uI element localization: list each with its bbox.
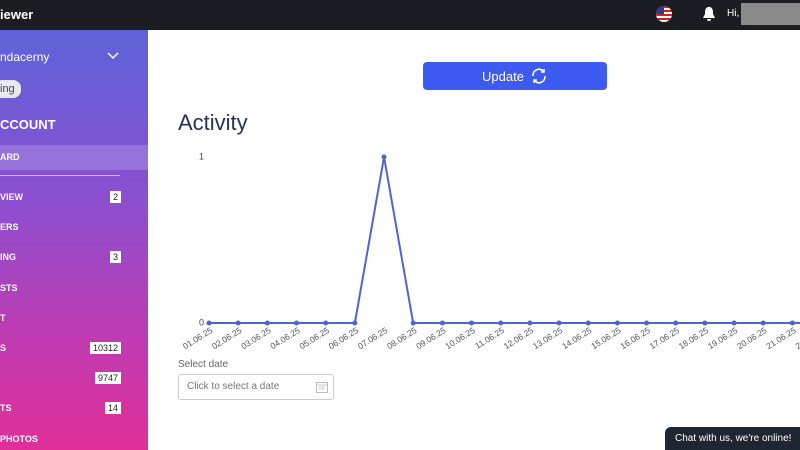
point xyxy=(410,320,416,326)
pill[interactable]: ing xyxy=(0,80,21,98)
divider xyxy=(0,175,120,176)
x-tick-label: 19.06.25 xyxy=(706,325,740,351)
y-tick-label: 0 xyxy=(199,317,204,327)
point xyxy=(644,320,650,326)
x-tick-label: 07.06.25 xyxy=(356,325,390,351)
nav-item[interactable]: STS xyxy=(0,282,18,293)
x-tick-label: 09.06.25 xyxy=(414,325,448,351)
redacted-name xyxy=(741,3,800,25)
date-input[interactable]: Click to select a date xyxy=(178,374,334,400)
calendar-icon xyxy=(316,382,328,393)
chat-label: Chat with us, we're online! xyxy=(675,433,792,444)
point xyxy=(702,320,708,326)
x-tick-label: 13.06.25 xyxy=(531,325,565,351)
nav-item[interactable]: PHOTOS xyxy=(0,433,38,444)
y-tick-label: 1 xyxy=(199,151,204,161)
point xyxy=(264,320,270,326)
chat-widget[interactable]: Chat with us, we're online! xyxy=(665,427,800,450)
point xyxy=(469,320,475,326)
x-tick-label: 06.06.25 xyxy=(327,325,361,351)
x-tick-label: 08.06.25 xyxy=(385,325,419,351)
sidebar: ndacerny ing CCOUNT ARD VIEW 2 ERS ING 3 STS T… xyxy=(0,30,148,450)
point xyxy=(498,320,504,326)
x-tick-label: 10.06.25 xyxy=(443,325,477,351)
nav-item[interactable]: ING xyxy=(0,252,17,263)
top-bar: iewer Hi, xyxy=(0,0,800,30)
x-tick-label: 05.06.25 xyxy=(298,325,332,351)
nav-item[interactable]: TS xyxy=(0,403,12,414)
point xyxy=(352,320,358,326)
x-tick-label: 16.06.25 xyxy=(618,325,652,351)
point xyxy=(294,320,300,326)
x-tick-label: 14.06.25 xyxy=(560,325,594,351)
point xyxy=(673,320,679,326)
badge: 3 xyxy=(109,251,121,264)
line xyxy=(209,156,800,324)
point xyxy=(760,320,766,326)
point xyxy=(614,320,620,326)
point xyxy=(381,154,387,160)
nav-item[interactable]: S xyxy=(0,343,7,353)
point xyxy=(235,320,241,326)
bell-icon[interactable] xyxy=(702,6,716,22)
point xyxy=(439,320,445,326)
app-name: iewer xyxy=(0,7,34,22)
chart-title: Activity xyxy=(178,110,248,135)
flag[interactable] xyxy=(655,5,673,23)
active-bg xyxy=(0,145,148,170)
x-tick-label: 03.06.25 xyxy=(239,325,273,351)
section-title: CCOUNT xyxy=(0,117,56,132)
point xyxy=(206,320,212,326)
badge: 9747 xyxy=(94,372,121,385)
x-tick-label: 02.06.25 xyxy=(210,325,244,351)
point xyxy=(556,320,562,326)
update-button[interactable]: Update xyxy=(423,62,607,90)
nav-item[interactable]: T xyxy=(0,312,6,323)
date-label: Select date xyxy=(178,359,229,370)
x-tick-label: 18.06.25 xyxy=(677,325,711,351)
x-tick-label: 15.06.25 xyxy=(589,325,623,351)
greeting: Hi, xyxy=(727,8,740,19)
x-tick-label: 21.06.25 xyxy=(764,325,798,351)
nav-item[interactable]: VIEW xyxy=(0,192,24,202)
user-name[interactable]: ndacerny xyxy=(0,50,50,64)
x-tick-label: 01.06.25 xyxy=(181,325,215,351)
point xyxy=(789,320,795,326)
x-tick-label: 20.06.25 xyxy=(735,325,769,351)
x-tick-label: 11.06.25 xyxy=(473,325,506,351)
point xyxy=(731,320,737,326)
nav-item[interactable]: ERS xyxy=(0,222,19,233)
x-tick-label: 17.06.25 xyxy=(648,325,682,351)
point xyxy=(323,320,329,326)
x-tick-label: 12.06.25 xyxy=(502,325,536,351)
point xyxy=(585,320,591,326)
badge: 14 xyxy=(104,402,121,415)
date-placeholder: Click to select a date xyxy=(187,381,280,392)
chevron[interactable] xyxy=(107,52,119,60)
refresh-icon xyxy=(532,68,546,84)
badge: 10312 xyxy=(89,342,121,354)
nav-item[interactable]: ARD xyxy=(0,152,20,162)
button-label: Update xyxy=(482,69,524,84)
x-tick-label: 04.06.25 xyxy=(268,325,302,351)
badge: 2 xyxy=(109,191,121,203)
point xyxy=(527,320,533,326)
